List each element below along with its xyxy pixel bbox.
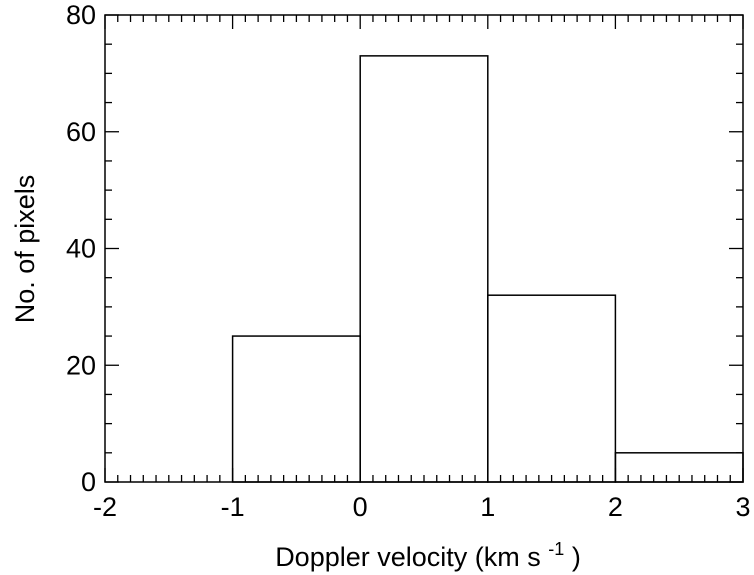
x-tick-label: 1: [480, 492, 495, 522]
plot-frame: [104, 14, 744, 483]
y-tick-label: 0: [81, 467, 96, 497]
x-tick-label: -2: [93, 492, 117, 522]
x-axis-title-text: Doppler velocity (km s: [275, 542, 541, 572]
histogram-bins: [231, 55, 744, 483]
y-tick-label: 40: [66, 234, 96, 264]
x-axis-title-close: ): [572, 542, 581, 572]
histogram-bin: [487, 294, 617, 483]
histogram-bin: [231, 335, 361, 483]
x-axis-title-exponent: -1: [548, 539, 564, 559]
x-tick-label: 2: [608, 492, 623, 522]
x-tick-label: 0: [353, 492, 368, 522]
y-tick-label: 20: [66, 350, 96, 380]
x-axis-title: Doppler velocity (km s -1 ): [275, 531, 581, 572]
y-tick-label: 60: [66, 117, 96, 147]
x-tick-label: 3: [735, 492, 750, 522]
x-tick-labels: -2 -1 0 1 2 3: [93, 492, 751, 522]
y-axis-title: No. of pixels: [10, 175, 40, 324]
axis-ticks: [104, 14, 744, 483]
histogram-bin: [359, 55, 489, 483]
y-tick-labels: 0 20 40 60 80: [66, 0, 96, 497]
x-tick-label: -1: [221, 492, 245, 522]
y-tick-label: 80: [66, 0, 96, 30]
